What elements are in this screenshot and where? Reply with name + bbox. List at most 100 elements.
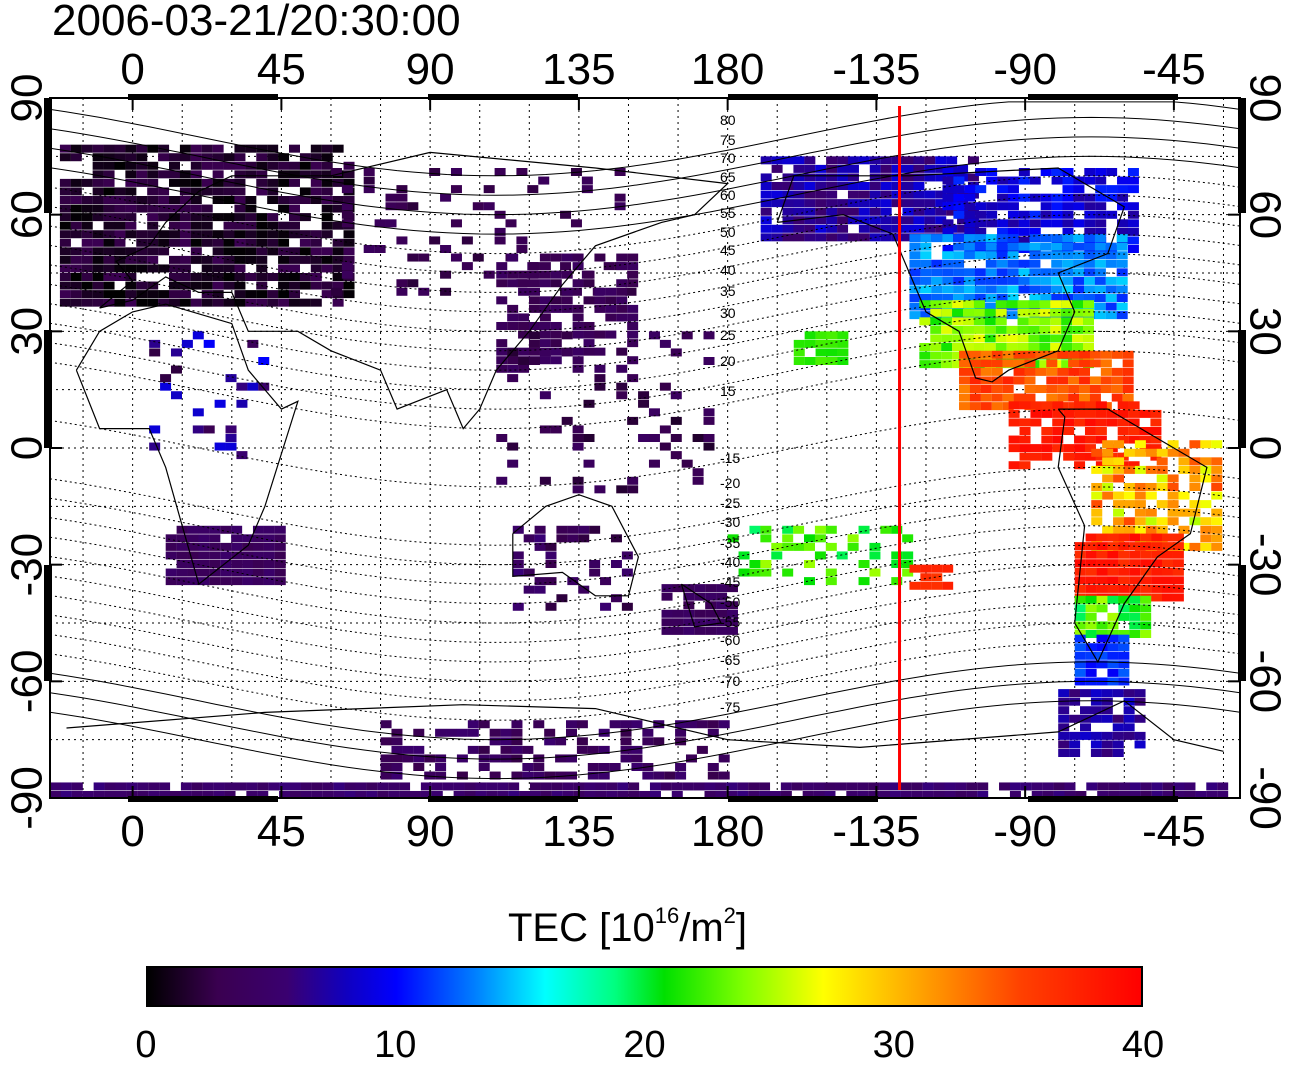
tec-cell [694, 626, 706, 635]
tec-cell [278, 290, 290, 299]
tec-cell [902, 560, 914, 568]
tec-cell [1072, 317, 1084, 326]
tec-cell [399, 791, 411, 798]
tec-cell [1089, 376, 1101, 385]
y-tick-label-left: -90 [3, 766, 52, 830]
tec-cell [1145, 525, 1157, 534]
tec-cell [1085, 559, 1097, 568]
coastline [680, 583, 722, 628]
tec-cell [985, 251, 997, 260]
tec-cell [516, 168, 528, 176]
tec-cell [1111, 367, 1123, 376]
tec-cell [826, 331, 838, 340]
tec-cell [1072, 343, 1084, 351]
tec-cell [567, 534, 579, 543]
tec-cell [220, 551, 232, 560]
tec-cell [703, 408, 715, 417]
tec-cell [288, 255, 300, 264]
tec-cell [1123, 689, 1135, 698]
tec-cell [1107, 634, 1119, 643]
tec-cell [92, 247, 104, 256]
tec-cell [1156, 457, 1168, 466]
tec-cell [1150, 444, 1162, 453]
tec-cell [1041, 409, 1053, 418]
tec-cell [826, 207, 838, 216]
tec-cell [310, 144, 322, 153]
tec-cell [103, 290, 115, 299]
tec-cell [825, 568, 837, 577]
tec-cell [125, 298, 137, 307]
tec-cell [1134, 525, 1146, 534]
tec-cell [858, 207, 870, 216]
tec-cell [605, 313, 617, 322]
tec-cell [212, 238, 224, 247]
tec-cell [1156, 525, 1168, 534]
tec-cell [512, 602, 524, 611]
tec-cell [826, 224, 838, 233]
tec-cell [962, 334, 974, 343]
tec-cell [180, 782, 192, 791]
tec-cell [104, 782, 116, 791]
tec-cell [1123, 448, 1135, 457]
tec-cell [930, 334, 942, 343]
tec-cell [1113, 517, 1125, 526]
tec-cell [638, 434, 650, 442]
tec-cell [1105, 294, 1117, 302]
tec-cell [1024, 385, 1036, 393]
tec-cell [82, 791, 94, 798]
tec-cell [1119, 782, 1131, 791]
tec-cell [258, 382, 270, 391]
tec-cell [114, 290, 126, 299]
tec-cell [985, 259, 997, 268]
tec-cell [170, 348, 182, 357]
tec-cell [1162, 782, 1174, 791]
tec-cell [169, 281, 180, 290]
tec-cell [343, 170, 355, 179]
tec-cell [1018, 168, 1030, 176]
tec-cell [1117, 193, 1129, 202]
tec-cell [179, 153, 191, 162]
tec-cell [969, 393, 981, 402]
tec-cell [1111, 393, 1123, 402]
tec-cell [1069, 714, 1081, 723]
tec-cell [1002, 350, 1014, 359]
tec-cell [1140, 630, 1152, 638]
tec-cell [1156, 465, 1168, 474]
tec-cell [92, 144, 104, 153]
tec-cell [507, 442, 519, 451]
tec-cell [321, 213, 333, 222]
tec-cell [534, 585, 546, 594]
tec-cell [1073, 202, 1085, 211]
tec-cell [125, 213, 137, 222]
tec-cell [737, 791, 749, 798]
tec-cell [516, 245, 528, 253]
tec-cell [1074, 612, 1086, 621]
tec-cell [815, 339, 827, 348]
tec-cell [1096, 559, 1108, 568]
tec-cell [846, 782, 858, 791]
tec-cell [81, 298, 93, 307]
tec-cell [963, 268, 975, 277]
tec-cell [815, 348, 827, 357]
tec-cell [343, 178, 355, 187]
tec-cell [475, 782, 487, 791]
tec-cell [507, 313, 519, 322]
tec-cell [1053, 791, 1065, 798]
tec-cell [1189, 542, 1201, 551]
tec-cell [837, 199, 849, 208]
tec-cell [1116, 294, 1128, 302]
tec-cell [1018, 176, 1030, 185]
tec-cell [780, 782, 792, 791]
tec-cell [201, 273, 213, 281]
tec-cell [1123, 723, 1135, 732]
magnetic-contour [50, 214, 1240, 293]
tec-cell [1161, 584, 1173, 593]
tec-cell [92, 238, 104, 247]
tec-cell [529, 782, 541, 791]
tec-cell [533, 771, 545, 780]
tec-cell [114, 230, 126, 239]
tec-cell [198, 542, 210, 551]
tec-cell [825, 542, 837, 551]
tec-cell [837, 164, 849, 173]
tec-cell [187, 525, 199, 534]
